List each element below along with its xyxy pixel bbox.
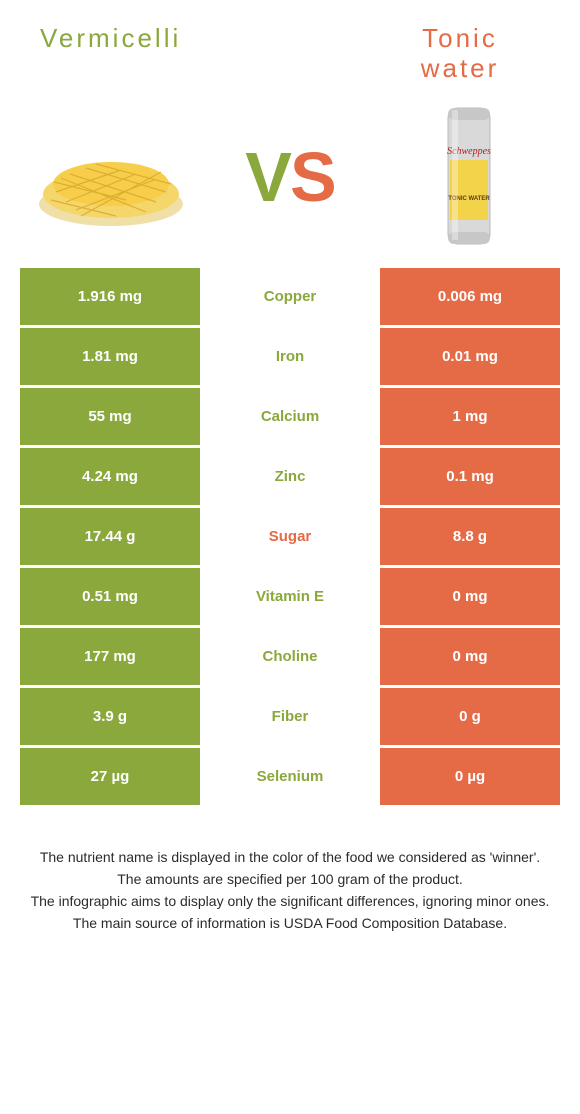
table-row: 0.51 mgVitamin E0 mg <box>20 568 560 625</box>
table-row: 1.81 mgIron0.01 mg <box>20 328 560 385</box>
footnotes: The nutrient name is displayed in the co… <box>12 847 568 934</box>
table-row: 1.916 mgCopper0.006 mg <box>20 268 560 325</box>
value-right: 0.006 mg <box>380 268 560 325</box>
table-row: 17.44 gSugar8.8 g <box>20 508 560 565</box>
footnote-line: The infographic aims to display only the… <box>18 891 562 912</box>
footnote-line: The amounts are specified per 100 gram o… <box>18 869 562 890</box>
table-row: 27 µgSelenium0 µg <box>20 748 560 805</box>
nutrient-label: Sugar <box>200 508 380 565</box>
value-left: 4.24 mg <box>20 448 200 505</box>
footnote-line: The nutrient name is displayed in the co… <box>18 847 562 868</box>
value-left: 0.51 mg <box>20 568 200 625</box>
value-right: 0 mg <box>380 568 560 625</box>
images-row: VS Schweppes TONIC WATER <box>12 112 568 242</box>
value-left: 17.44 g <box>20 508 200 565</box>
nutrient-label: Vitamin E <box>200 568 380 625</box>
value-right: 0 µg <box>380 748 560 805</box>
nutrient-label: Fiber <box>200 688 380 745</box>
header: Vermicelli Tonic water <box>12 24 568 84</box>
table-row: 4.24 mgZinc0.1 mg <box>20 448 560 505</box>
value-left: 1.916 mg <box>20 268 200 325</box>
value-right: 0.01 mg <box>380 328 560 385</box>
value-left: 27 µg <box>20 748 200 805</box>
value-right: 8.8 g <box>380 508 560 565</box>
nutrient-label: Zinc <box>200 448 380 505</box>
value-left: 177 mg <box>20 628 200 685</box>
table-row: 177 mgCholine0 mg <box>20 628 560 685</box>
value-right: 1 mg <box>380 388 560 445</box>
vs-label: VS <box>245 137 334 217</box>
nutrient-label: Selenium <box>200 748 380 805</box>
table-row: 3.9 gFiber0 g <box>20 688 560 745</box>
vermicelli-image <box>26 112 196 242</box>
footnote-line: The main source of information is USDA F… <box>18 913 562 934</box>
nutrient-label: Choline <box>200 628 380 685</box>
vs-v: V <box>245 138 290 216</box>
value-right: 0 mg <box>380 628 560 685</box>
title-right: Tonic water <box>380 24 540 84</box>
nutrient-label: Iron <box>200 328 380 385</box>
value-right: 0 g <box>380 688 560 745</box>
table-row: 55 mgCalcium1 mg <box>20 388 560 445</box>
nutrient-label: Copper <box>200 268 380 325</box>
value-right: 0.1 mg <box>380 448 560 505</box>
nutrient-label: Calcium <box>200 388 380 445</box>
comparison-table: 1.916 mgCopper0.006 mg1.81 mgIron0.01 mg… <box>12 268 568 805</box>
value-left: 55 mg <box>20 388 200 445</box>
value-left: 3.9 g <box>20 688 200 745</box>
value-left: 1.81 mg <box>20 328 200 385</box>
vs-s: S <box>290 138 335 216</box>
title-left: Vermicelli <box>40 24 181 54</box>
tonic-water-image: Schweppes TONIC WATER <box>384 112 554 242</box>
